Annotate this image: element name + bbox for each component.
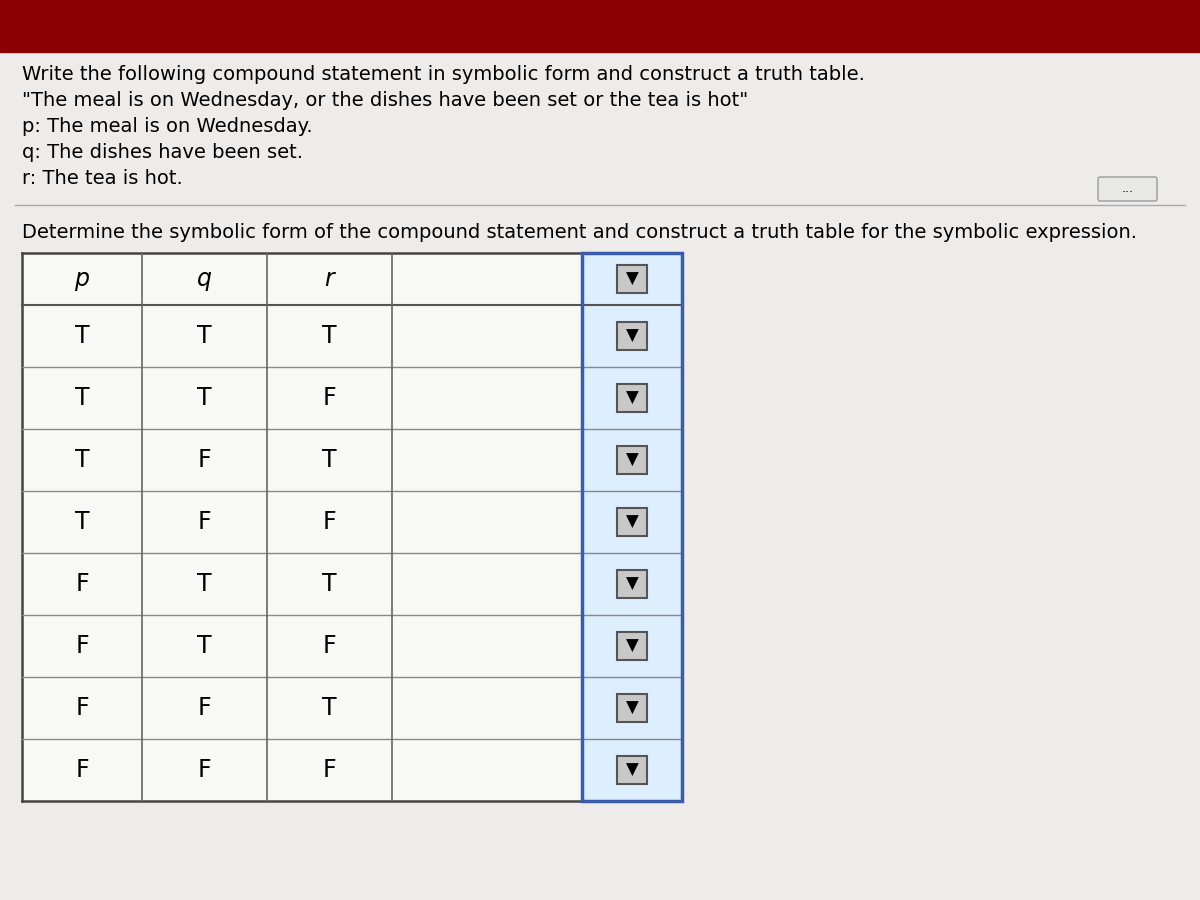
FancyBboxPatch shape xyxy=(617,508,647,536)
Text: F: F xyxy=(76,634,89,658)
Text: F: F xyxy=(323,510,336,534)
Text: ▼: ▼ xyxy=(625,699,638,717)
FancyBboxPatch shape xyxy=(617,632,647,660)
FancyBboxPatch shape xyxy=(617,265,647,293)
FancyBboxPatch shape xyxy=(617,446,647,474)
Text: F: F xyxy=(323,386,336,410)
Bar xyxy=(22,253,682,801)
Text: ▼: ▼ xyxy=(625,513,638,531)
Text: T: T xyxy=(74,448,89,472)
Text: T: T xyxy=(197,386,212,410)
FancyBboxPatch shape xyxy=(1098,177,1157,201)
FancyBboxPatch shape xyxy=(617,756,647,784)
Text: T: T xyxy=(322,448,337,472)
FancyBboxPatch shape xyxy=(617,322,647,350)
Text: ...: ... xyxy=(1122,183,1134,195)
Text: T: T xyxy=(197,572,212,596)
FancyBboxPatch shape xyxy=(617,694,647,722)
Text: F: F xyxy=(198,510,211,534)
Text: T: T xyxy=(197,324,212,348)
Text: F: F xyxy=(76,572,89,596)
Text: F: F xyxy=(198,696,211,720)
Text: T: T xyxy=(74,386,89,410)
Text: F: F xyxy=(323,758,336,782)
FancyBboxPatch shape xyxy=(617,384,647,412)
Text: T: T xyxy=(322,572,337,596)
Text: ▼: ▼ xyxy=(625,451,638,469)
Text: ▼: ▼ xyxy=(625,761,638,779)
Text: F: F xyxy=(323,634,336,658)
Text: r: r xyxy=(325,267,335,291)
Text: q: The dishes have been set.: q: The dishes have been set. xyxy=(22,143,302,162)
Text: ▼: ▼ xyxy=(625,575,638,593)
Text: q: q xyxy=(197,267,212,291)
Text: T: T xyxy=(74,324,89,348)
Bar xyxy=(0,0,1200,52)
Text: "The meal is on Wednesday, or the dishes have been set or the tea is hot": "The meal is on Wednesday, or the dishes… xyxy=(22,91,749,110)
Text: ▼: ▼ xyxy=(625,270,638,288)
Text: Determine the symbolic form of the compound statement and construct a truth tabl: Determine the symbolic form of the compo… xyxy=(22,223,1138,242)
Text: p: p xyxy=(74,267,90,291)
Text: F: F xyxy=(198,448,211,472)
Bar xyxy=(582,253,682,801)
Text: T: T xyxy=(322,696,337,720)
Bar xyxy=(582,253,682,801)
Text: T: T xyxy=(74,510,89,534)
Text: ▼: ▼ xyxy=(625,637,638,655)
Text: Write the following compound statement in symbolic form and construct a truth ta: Write the following compound statement i… xyxy=(22,65,865,84)
Text: ▼: ▼ xyxy=(625,327,638,345)
Text: r: The tea is hot.: r: The tea is hot. xyxy=(22,169,182,188)
Text: T: T xyxy=(322,324,337,348)
Text: p: The meal is on Wednesday.: p: The meal is on Wednesday. xyxy=(22,117,313,136)
FancyBboxPatch shape xyxy=(617,570,647,598)
Text: F: F xyxy=(76,758,89,782)
Text: T: T xyxy=(197,634,212,658)
Text: ▼: ▼ xyxy=(625,389,638,407)
Text: F: F xyxy=(76,696,89,720)
Text: F: F xyxy=(198,758,211,782)
